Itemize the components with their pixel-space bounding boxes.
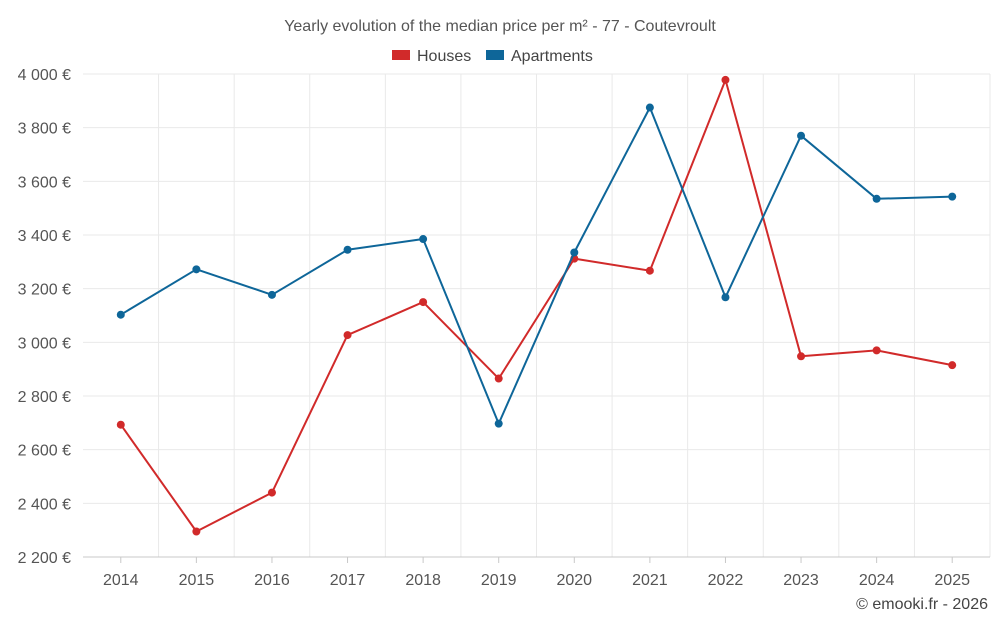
data-point-apartments[interactable] [343,245,352,254]
legend-label-houses[interactable]: Houses [417,48,471,65]
data-point-apartments[interactable] [419,235,428,244]
x-tick-label: 2024 [859,572,895,589]
data-point-apartments[interactable] [267,290,276,299]
data-point-houses[interactable] [797,352,806,361]
data-point-houses[interactable] [494,374,503,383]
data-point-apartments[interactable] [948,192,957,201]
y-tick-label: 3 400 € [18,228,71,245]
data-point-apartments[interactable] [645,103,654,112]
x-tick-label: 2018 [405,572,441,589]
y-tick-label: 3 600 € [18,174,71,191]
legend-label-apartments[interactable]: Apartments [511,48,593,65]
y-tick-label: 2 400 € [18,496,71,513]
x-tick-label: 2021 [632,572,668,589]
y-tick-label: 3 200 € [18,282,71,299]
series-line-apartments [120,106,953,425]
x-tick-label: 2020 [556,572,592,589]
y-tick-label: 3 000 € [18,335,71,352]
legend-swatch-apartments[interactable] [486,50,504,60]
series-line-houses [119,78,953,533]
x-tick-label: 2023 [783,572,819,589]
x-tick-label: 2017 [330,572,366,589]
data-point-houses[interactable] [116,420,125,429]
y-axis: 2 200 € 2 400 € 2 600 € 2 800 € 3 000 € 3 200… [18,67,71,567]
x-axis: 2014 2015 2016 2017 2018 2019 2020 2021 2022 2023… [83,556,990,589]
grid [83,73,991,557]
data-point-houses[interactable] [721,75,730,84]
chart-title: Yearly evolution of the median price per… [284,18,716,35]
data-point-apartments[interactable] [116,310,125,319]
legend-swatch-houses[interactable] [392,50,410,60]
data-point-houses[interactable] [419,298,428,307]
data-point-houses[interactable] [267,488,276,497]
y-tick-label: 3 800 € [18,121,71,138]
plot-area [116,75,957,536]
data-point-apartments[interactable] [570,248,579,257]
x-tick-label: 2025 [934,572,970,589]
data-point-houses[interactable] [343,331,352,340]
x-tick-label: 2016 [254,572,290,589]
credit-text: © emooki.fr - 2026 [856,596,988,613]
y-tick-label: 2 800 € [18,389,71,406]
data-point-houses[interactable] [872,346,881,355]
x-tick-label: 2022 [708,572,744,589]
data-point-apartments[interactable] [721,293,730,302]
x-tick-label: 2015 [179,572,215,589]
data-point-houses[interactable] [192,527,201,536]
data-point-houses[interactable] [948,361,957,370]
data-point-apartments[interactable] [872,194,881,203]
data-point-apartments[interactable] [494,419,503,428]
data-point-apartments[interactable] [192,265,201,274]
x-tick-label: 2019 [481,572,517,589]
data-point-apartments[interactable] [797,131,806,140]
y-tick-label: 2 600 € [18,443,71,460]
legend: Houses Apartments [392,48,593,65]
y-tick-label: 2 200 € [18,550,71,567]
y-tick-label: 4 000 € [18,67,71,84]
x-tick-label: 2014 [103,572,139,589]
data-point-houses[interactable] [645,266,654,275]
